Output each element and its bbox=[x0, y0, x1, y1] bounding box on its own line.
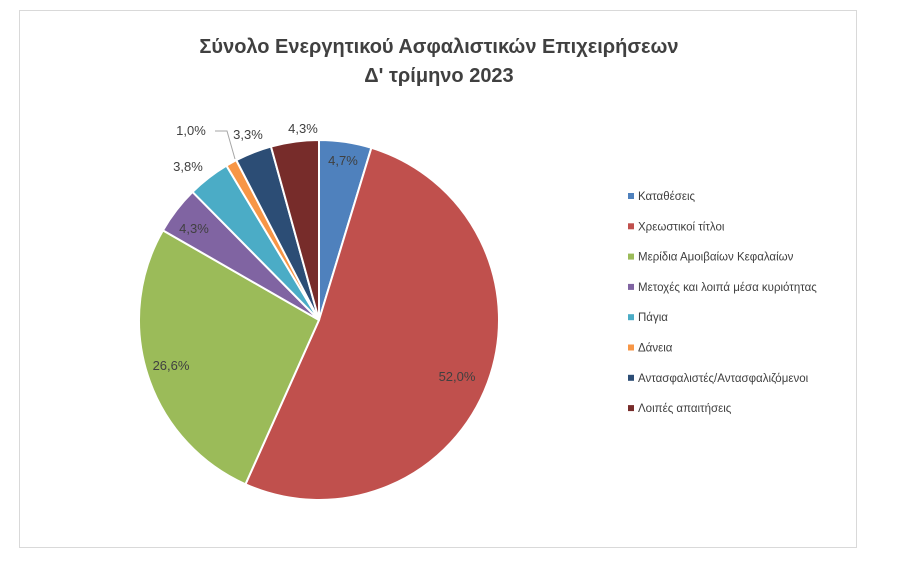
data-label-4: 4,3% bbox=[179, 221, 209, 236]
chart-frame: Σύνολο Ενεργητικού Ασφαλιστικών Επιχειρή… bbox=[19, 10, 857, 548]
chart-subtitle: Δ' τρίμηνο 2023 bbox=[364, 65, 513, 87]
data-label-2: 52,0% bbox=[439, 369, 476, 384]
legend-swatch-2 bbox=[628, 223, 634, 230]
legend-label-3: Μερίδια Αμοιβαίων Κεφαλαίων bbox=[638, 252, 794, 264]
pie-slice-8 bbox=[269, 138, 320, 321]
data-labels: 4,7% 52,0% 26,6% 4,3% 3,8% 1,0% 3,3% 4,3% bbox=[153, 121, 476, 384]
pie-slice-3 bbox=[138, 228, 321, 486]
pie-chart: Σύνολο Ενεργητικού Ασφαλιστικών Επιχειρή… bbox=[138, 36, 817, 501]
data-label-5: 3,8% bbox=[173, 159, 203, 174]
legend-swatch-6 bbox=[628, 344, 634, 351]
legend-swatch-4 bbox=[628, 283, 634, 290]
legend-label-1: Καταθέσεις bbox=[638, 191, 696, 203]
legend-swatch-8 bbox=[628, 405, 634, 412]
data-label-7: 3,3% bbox=[233, 127, 263, 142]
pie-slices bbox=[138, 138, 500, 501]
legend-label-4: Μετοχές και λοιπά μέσα κυριότητας bbox=[638, 282, 817, 294]
legend-label-7: Αντασφαλιστές/Αντασφαλιζόμενοι bbox=[638, 373, 809, 385]
legend-swatch-5 bbox=[628, 314, 634, 321]
data-label-1: 4,7% bbox=[328, 153, 358, 168]
data-label-6: 1,0% bbox=[176, 123, 206, 138]
legend-swatch-7 bbox=[628, 374, 634, 381]
data-label-3: 26,6% bbox=[153, 358, 190, 373]
legend-label-5: Πάγια bbox=[638, 312, 668, 324]
data-label-8: 4,3% bbox=[288, 121, 318, 136]
legend-label-8: Λοιπές απαιτήσεις bbox=[638, 403, 732, 415]
legend-swatch-3 bbox=[628, 253, 634, 260]
pie-slice-2 bbox=[244, 146, 500, 501]
legend: Καταθέσεις Χρεωστικοί τίτλοι Μερίδια Αμοιβ… bbox=[628, 191, 817, 415]
legend-label-6: Δάνεια bbox=[638, 343, 673, 355]
chart-title: Σύνολο Ενεργητικού Ασφαλιστικών Επιχειρή… bbox=[199, 36, 678, 58]
legend-label-2: Χρεωστικοί τίτλοι bbox=[638, 221, 725, 233]
legend-swatch-1 bbox=[628, 193, 634, 199]
leader-line bbox=[215, 130, 236, 160]
